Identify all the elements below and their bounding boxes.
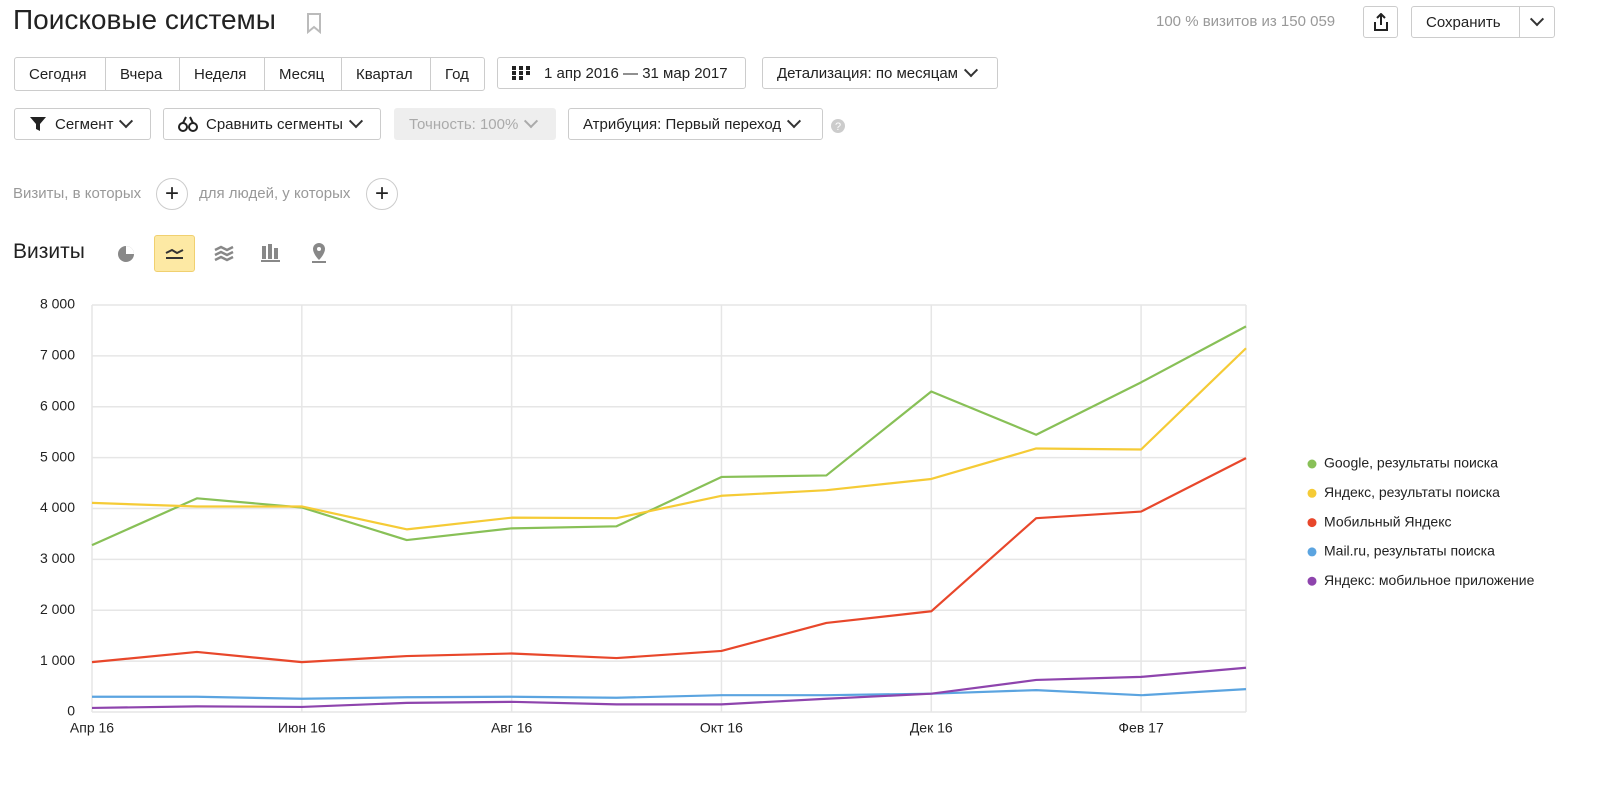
x-tick-label: Окт 16: [700, 720, 743, 736]
legend-label: Мобильный Яндекс: [1324, 513, 1452, 529]
x-tick-label: Дек 16: [910, 720, 953, 736]
page-title: Поисковые системы: [13, 4, 276, 35]
legend-marker: [1307, 459, 1317, 469]
series-line: [91, 347, 1247, 531]
compare-text: Сравнить сегменты: [206, 115, 343, 133]
period-button[interactable]: Год: [430, 58, 484, 90]
y-tick-label: 3 000: [40, 550, 75, 566]
period-button[interactable]: Квартал: [341, 58, 430, 90]
y-tick-label: 8 000: [40, 296, 75, 312]
attribution-text: Атрибуция: Первый переход: [583, 115, 782, 133]
series-line: [91, 457, 1247, 664]
y-tick-label: 5 000: [40, 448, 75, 464]
condition-label: Визиты, в которых: [13, 185, 142, 202]
bar-icon[interactable]: [261, 243, 281, 263]
x-tick-label: Авг 16: [491, 720, 533, 736]
x-tick-label: Апр 16: [70, 720, 114, 736]
legend-marker: [1307, 518, 1317, 528]
detail-select[interactable]: Детализация: по месяцам: [762, 57, 998, 89]
y-tick-label: 0: [67, 703, 75, 719]
bookmark-icon[interactable]: [306, 12, 322, 34]
x-tick-label: Фев 17: [1118, 720, 1164, 736]
legend-marker: [1307, 488, 1317, 498]
accuracy-select: Точность: 100%: [394, 108, 556, 140]
segment-button[interactable]: Сегмент: [14, 108, 151, 140]
save-button[interactable]: Сохранить: [1411, 6, 1520, 38]
attribution-select[interactable]: Атрибуция: Первый переход: [568, 108, 823, 140]
legend-marker: [1307, 547, 1317, 557]
add-condition[interactable]: +: [156, 178, 188, 210]
series-line: [91, 666, 1247, 710]
period-button[interactable]: Вчера: [105, 58, 179, 90]
svg-text:?: ?: [835, 121, 841, 133]
pie-icon[interactable]: [116, 244, 136, 264]
add-condition[interactable]: +: [366, 178, 398, 210]
legend-label: Mail.ru, результаты поиска: [1324, 543, 1495, 559]
area-icon[interactable]: [214, 244, 234, 264]
series-line: [91, 325, 1247, 547]
detail-text: Детализация: по месяцам: [777, 64, 958, 82]
chart-title: Визиты: [13, 240, 85, 263]
y-tick-label: 4 000: [40, 499, 75, 515]
compare-button[interactable]: Сравнить сегменты: [163, 108, 381, 140]
y-tick-label: 2 000: [40, 601, 75, 617]
segment-text: Сегмент: [55, 115, 114, 133]
legend-label: Яндекс: мобильное приложение: [1324, 572, 1535, 588]
period-button[interactable]: Сегодня: [29, 65, 87, 83]
legend-label: Google, результаты поиска: [1324, 455, 1498, 471]
condition-label: для людей, у которых: [199, 185, 351, 202]
y-tick-label: 1 000: [40, 652, 75, 668]
help-icon[interactable]: ?: [830, 118, 846, 134]
line-chart-toggle[interactable]: [154, 235, 195, 272]
legend-marker: [1307, 576, 1317, 586]
save-menu[interactable]: [1519, 6, 1555, 38]
period-button[interactable]: Неделя: [179, 58, 264, 90]
summary: 100 % визитов из 150 059: [1156, 13, 1336, 30]
period-button[interactable]: Месяц: [264, 58, 341, 90]
period-group: Сегодня Вчера Неделя Месяц Квартал Год: [14, 57, 485, 91]
y-tick-label: 7 000: [40, 347, 75, 363]
y-tick-label: 6 000: [40, 397, 75, 413]
map-icon[interactable]: [309, 242, 329, 264]
share-button[interactable]: [1363, 6, 1398, 38]
accuracy-text: Точность: 100%: [409, 115, 519, 133]
date-range-text: 1 апр 2016 — 31 мар 2017: [544, 64, 728, 82]
x-tick-label: Июн 16: [278, 720, 326, 736]
date-range[interactable]: 1 апр 2016 — 31 мар 2017: [497, 57, 746, 89]
series-line: [92, 688, 1247, 700]
legend-label: Яндекс, результаты поиска: [1324, 484, 1500, 500]
